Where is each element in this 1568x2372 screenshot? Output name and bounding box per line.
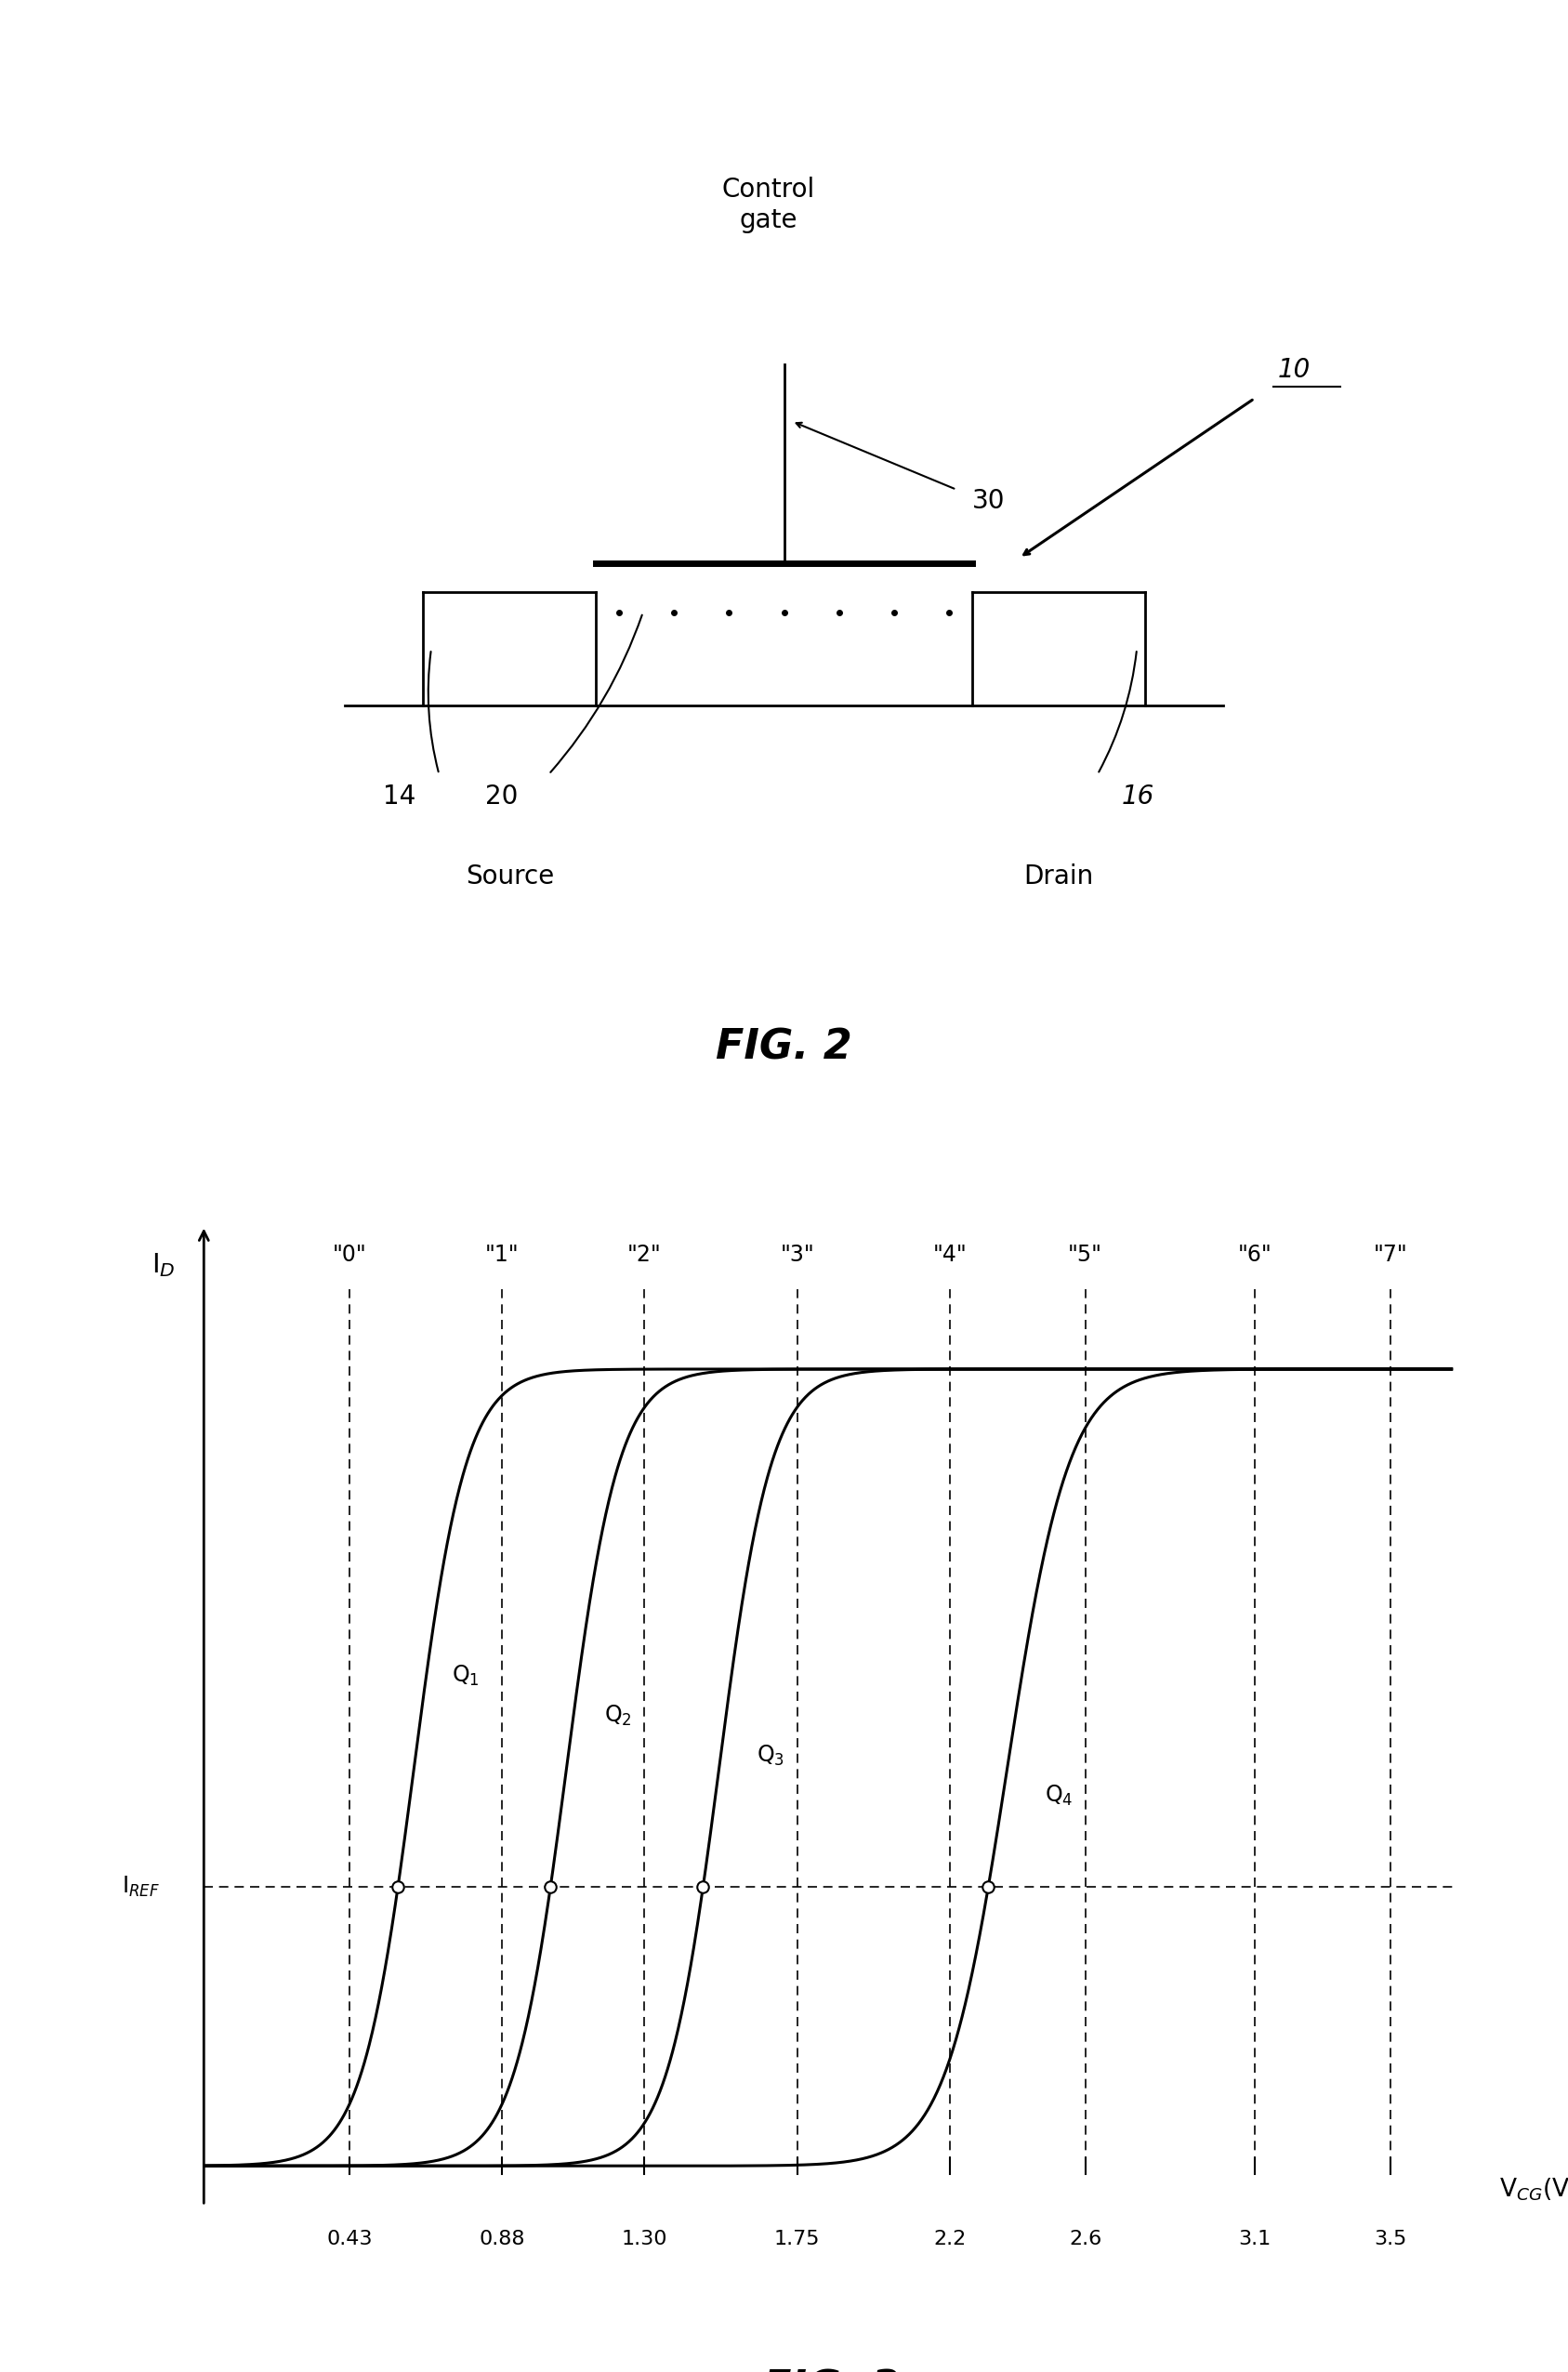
Text: "6": "6": [1237, 1243, 1272, 1267]
Text: 30: 30: [972, 489, 1005, 515]
Text: "0": "0": [332, 1243, 367, 1267]
Text: Q$_1$: Q$_1$: [452, 1663, 478, 1689]
Text: "3": "3": [779, 1243, 814, 1267]
Text: FIG. 3: FIG. 3: [764, 2370, 898, 2372]
Text: V$_{CG}$(V): V$_{CG}$(V): [1499, 2177, 1568, 2204]
Text: "7": "7": [1374, 1243, 1408, 1267]
Text: "5": "5": [1068, 1243, 1102, 1267]
Text: "1": "1": [485, 1243, 519, 1267]
Text: "2": "2": [627, 1243, 662, 1267]
Text: I$_{REF}$: I$_{REF}$: [122, 1874, 160, 1900]
Text: 0.88: 0.88: [480, 2230, 525, 2249]
Text: Q$_2$: Q$_2$: [604, 1703, 632, 1727]
Text: 20: 20: [486, 785, 517, 809]
Text: Control
gate: Control gate: [721, 178, 815, 232]
Text: 3.5: 3.5: [1374, 2230, 1406, 2249]
Text: 3.1: 3.1: [1239, 2230, 1272, 2249]
Text: Source: Source: [466, 863, 554, 890]
Text: 10: 10: [1278, 358, 1311, 382]
Text: I$_D$: I$_D$: [151, 1252, 176, 1279]
Text: "4": "4": [933, 1243, 967, 1267]
Text: 0.43: 0.43: [326, 2230, 373, 2249]
Text: Q$_3$: Q$_3$: [756, 1743, 784, 1767]
Text: Drain: Drain: [1024, 863, 1093, 890]
Text: 2.6: 2.6: [1069, 2230, 1102, 2249]
Text: 16: 16: [1121, 785, 1154, 809]
Text: Q$_4$: Q$_4$: [1044, 1784, 1073, 1807]
Text: FIG. 2: FIG. 2: [717, 1027, 851, 1067]
Text: 2.2: 2.2: [933, 2230, 966, 2249]
Text: 14: 14: [383, 785, 416, 809]
Text: 1.30: 1.30: [621, 2230, 668, 2249]
Text: 1.75: 1.75: [775, 2230, 820, 2249]
